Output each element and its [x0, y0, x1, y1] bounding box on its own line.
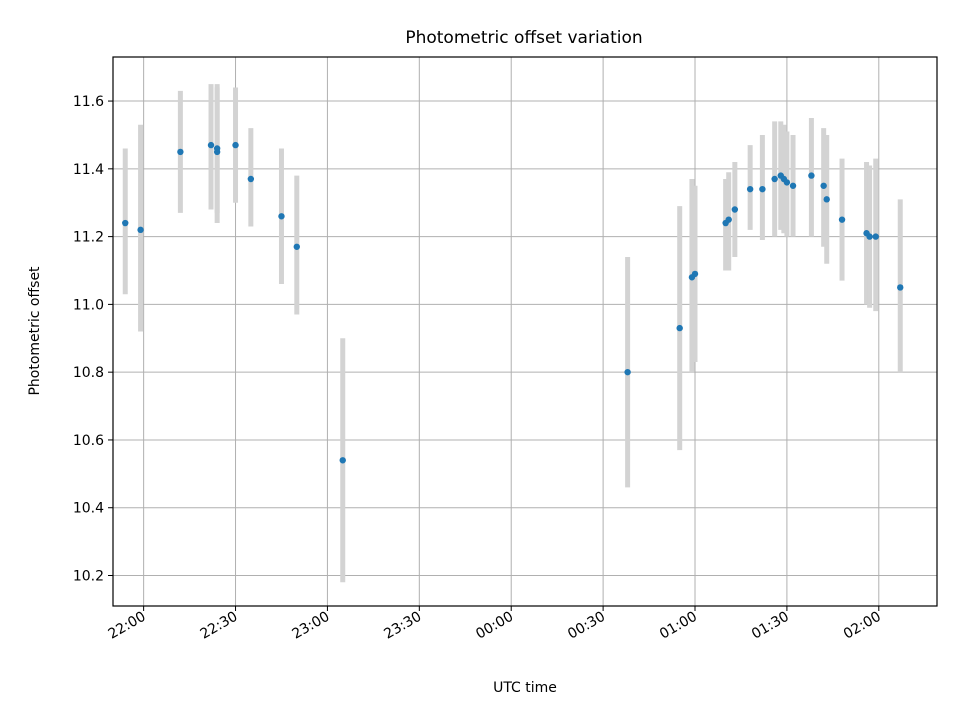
data-point [624, 368, 631, 376]
chart-title: Photometric offset variation [405, 28, 642, 48]
data-point [339, 457, 346, 464]
data-point [725, 216, 732, 223]
y-tick-label: 10.6 [73, 433, 104, 449]
data-point [783, 179, 791, 186]
y-tick-label: 11.0 [73, 297, 104, 313]
data-point [789, 182, 797, 189]
data-point [177, 148, 184, 156]
data-point [866, 233, 873, 240]
data-point [213, 145, 221, 152]
data-point [823, 196, 830, 203]
data-point [731, 206, 739, 213]
data-point [808, 172, 815, 179]
data-point [746, 185, 754, 193]
y-axis-label: Photometric offset [27, 266, 43, 396]
data-points [122, 141, 904, 464]
data-point [897, 284, 904, 291]
data-point [691, 270, 699, 278]
data-point [759, 185, 766, 193]
y-tick-label: 11.4 [73, 162, 104, 178]
data-point [122, 219, 129, 227]
data-point [247, 175, 255, 183]
data-point [293, 243, 300, 250]
data-point [232, 141, 239, 149]
data-point [872, 233, 879, 240]
plot-frame [112, 56, 938, 607]
data-point [137, 226, 144, 234]
y-tick-label: 11.2 [73, 230, 104, 246]
y-tick-label: 11.6 [73, 94, 104, 110]
data-point [676, 324, 683, 332]
data-point [838, 216, 846, 223]
data-point [771, 175, 778, 183]
y-tick-label: 10.2 [73, 569, 104, 585]
data-point [820, 182, 827, 189]
y-tick-label: 10.4 [73, 501, 104, 517]
x-axis-label: UTC time [493, 680, 557, 696]
data-point [207, 141, 215, 149]
data-point [278, 213, 285, 220]
y-tick-label: 10.8 [73, 365, 104, 381]
